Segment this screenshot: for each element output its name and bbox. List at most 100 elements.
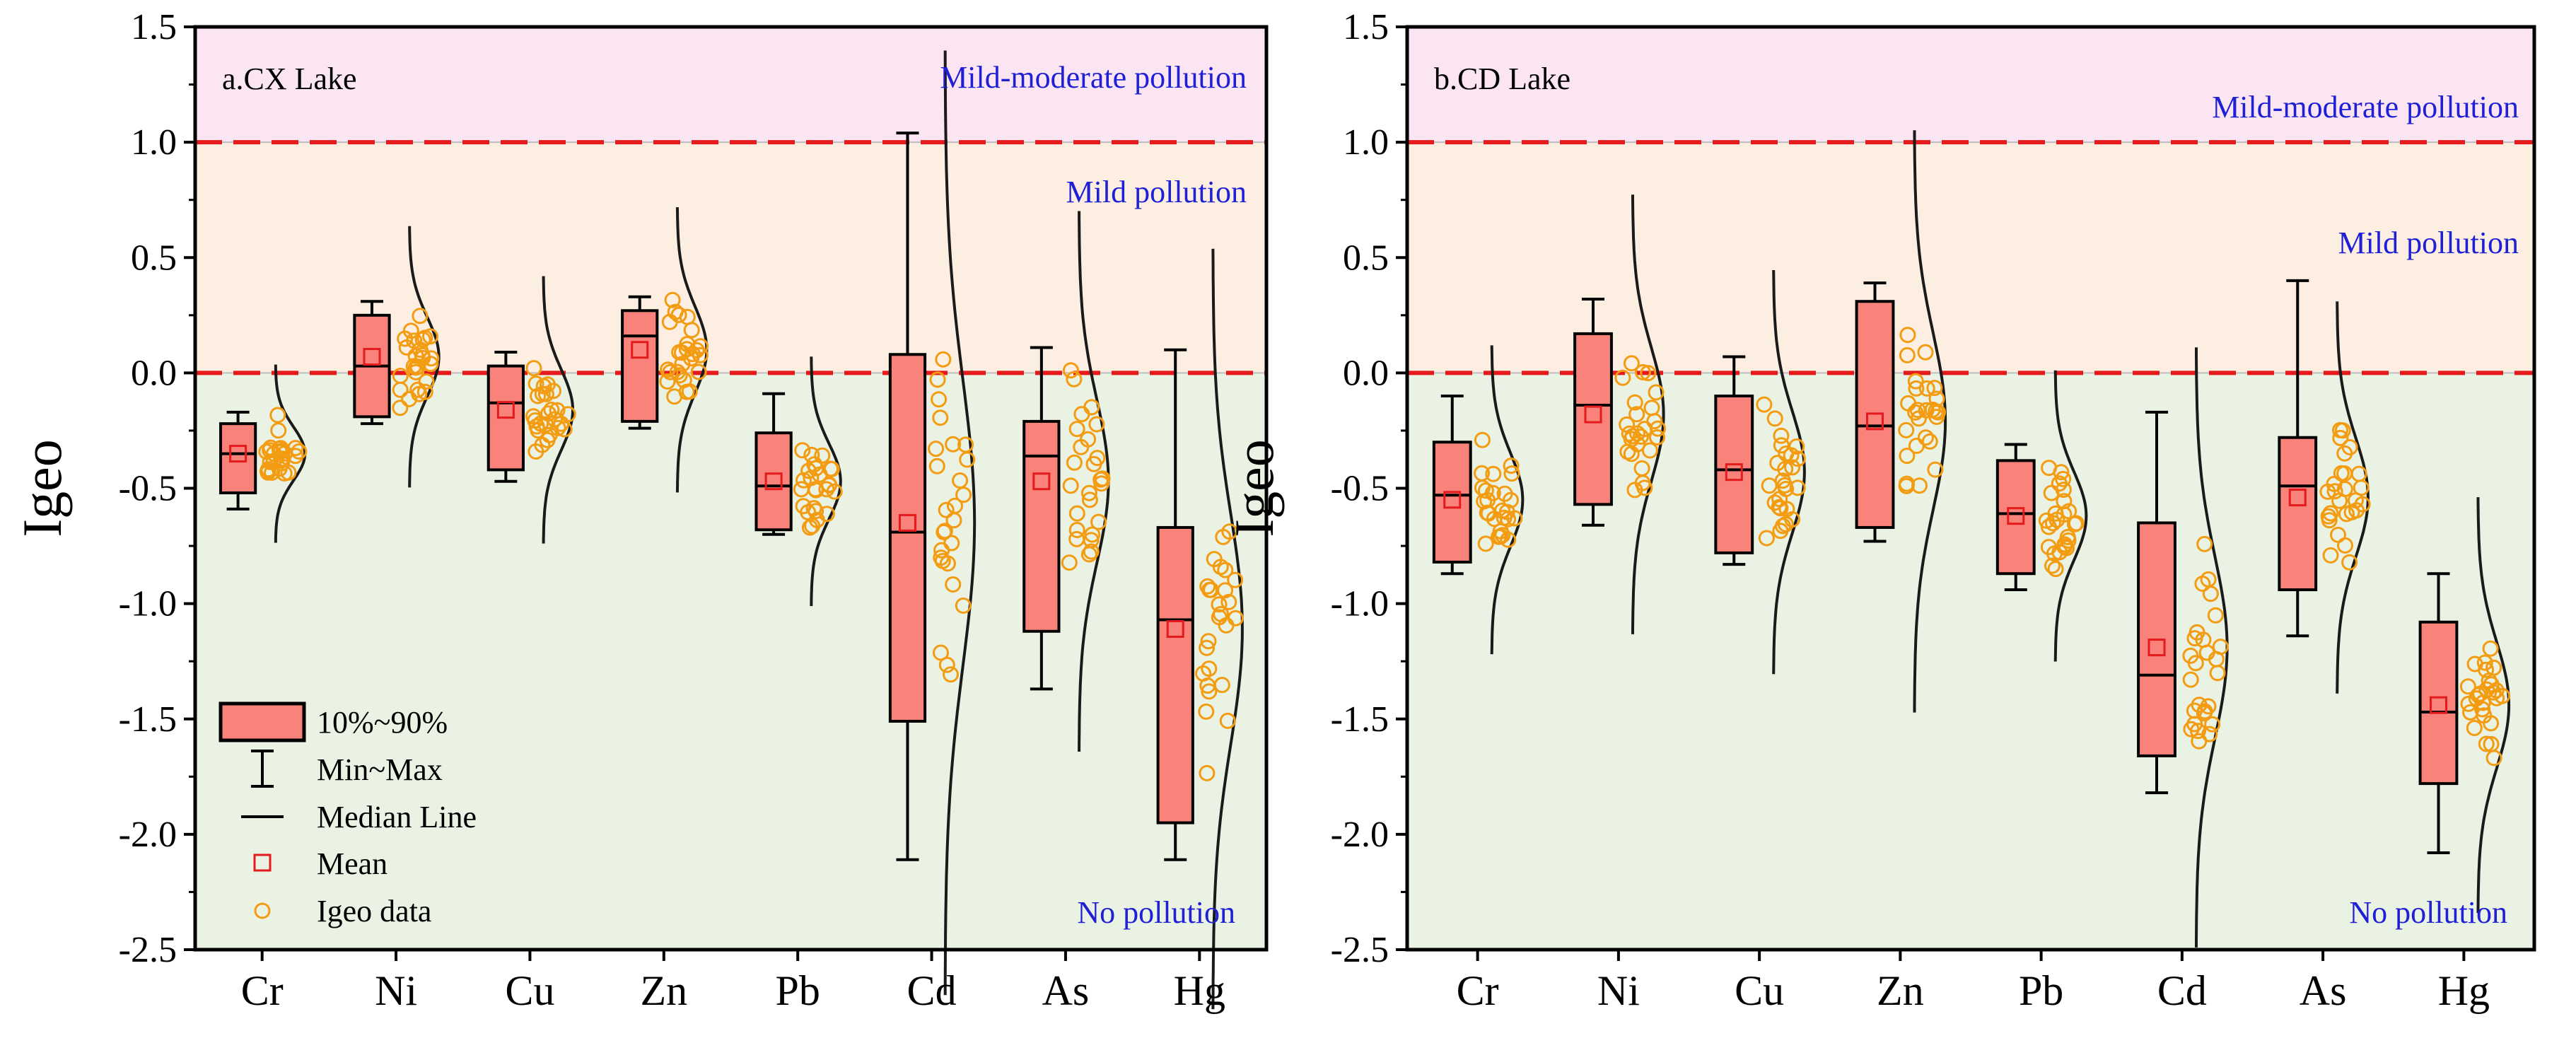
igeo-data-point (2066, 515, 2083, 532)
x-tick-label: Cd (907, 967, 957, 1014)
mean-marker (2147, 639, 2166, 657)
box-rect (2278, 436, 2318, 592)
igeo-data-point (803, 446, 820, 463)
igeo-data-point (2470, 687, 2487, 704)
igeo-data-point (1784, 459, 1801, 476)
igeo-data-point (823, 460, 840, 477)
igeo-data-point (2321, 512, 2338, 529)
igeo-data-point (2182, 671, 2199, 688)
box-group-zn (1855, 130, 1947, 713)
igeo-data-point (414, 331, 431, 348)
mean-marker (1443, 491, 1462, 509)
igeo-data-point (1083, 399, 1100, 416)
igeo-data-point (945, 512, 962, 529)
igeo-data-point (1090, 513, 1107, 530)
igeo-data-point (1930, 404, 1947, 421)
igeo-data-point (1227, 571, 1244, 588)
igeo-data-point (262, 453, 279, 470)
distribution-curve (2336, 301, 2370, 694)
box-rect (1995, 459, 2036, 576)
igeo-data-point (1201, 660, 1218, 677)
igeo-data-point (1080, 484, 1097, 501)
igeo-data-point (1062, 477, 1079, 494)
igeo-data-point (938, 501, 955, 518)
igeo-data-point (530, 422, 547, 439)
mean-marker (764, 472, 783, 491)
y-tick-label: -0.5 (1331, 469, 1389, 509)
zone-label-none: No pollution (1077, 895, 1235, 930)
igeo-data-point (1918, 380, 1935, 397)
legend-box-swatch (218, 701, 306, 742)
x-tick-label: Pb (776, 967, 820, 1014)
igeo-data-point (1506, 510, 1523, 527)
mean-marker (2007, 507, 2025, 525)
igeo-data-point (659, 373, 676, 390)
igeo-data-point (2196, 535, 2213, 552)
igeo-data-point (2322, 505, 2339, 522)
igeo-data-point (1761, 477, 1778, 494)
box-group-cd (2137, 347, 2229, 948)
igeo-data-point (2482, 640, 2499, 657)
zone-label-none: No pollution (2349, 895, 2507, 930)
mean-marker (1032, 472, 1051, 491)
panel-cd-lake: 1.5 1.0 0.5 0.0 -0.5 -1.0 -1.5 -2.0 -2.5 Cr Ni Cu Zn… (1223, 7, 2536, 1014)
igeo-data-point (929, 371, 946, 388)
igeo-data-point (945, 436, 962, 453)
box-group-pb (1995, 370, 2088, 662)
x-tick-label: Pb (2019, 967, 2063, 1014)
y-tick-label: -1.0 (119, 584, 177, 624)
igeo-data-point (1500, 531, 1517, 548)
mean-marker (1866, 412, 1884, 431)
distribution-curve (1772, 269, 1806, 675)
igeo-data-point (1062, 362, 1079, 379)
box-group-cr (218, 364, 308, 543)
legend-median-label: Median Line (317, 800, 477, 834)
panel-title: b.CD Lake (1434, 62, 1570, 96)
igeo-data-point (540, 405, 557, 422)
x-tick-label: As (2300, 967, 2347, 1014)
y-tick-label: 1.5 (131, 7, 177, 47)
igeo-data-point (1491, 528, 1507, 545)
igeo-data-point (2055, 482, 2072, 499)
igeo-data-point (1474, 431, 1491, 448)
igeo-data-point (2341, 554, 2358, 571)
igeo-data-point (2459, 678, 2476, 695)
igeo-data-point (276, 465, 293, 482)
igeo-data-point (543, 402, 560, 418)
mean-marker (363, 348, 381, 366)
igeo-data-point (1648, 384, 1665, 401)
mean-marker (1584, 405, 1602, 424)
y-axis-label: Igeo (11, 439, 73, 537)
igeo-data-point (1085, 455, 1102, 472)
igeo-data-point (2348, 502, 2365, 519)
box-rect (2418, 620, 2459, 786)
igeo-data-point (1926, 380, 1943, 397)
igeo-data-point (2338, 506, 2355, 523)
igeo-data-point (1092, 471, 1109, 488)
igeo-data-point (2485, 684, 2502, 701)
igeo-data-point (525, 408, 542, 425)
igeo-data-point (556, 421, 573, 438)
igeo-data-point (1614, 369, 1631, 386)
igeo-data-point (392, 381, 409, 398)
igeo-data-point (416, 383, 433, 400)
igeo-data-point (1198, 703, 1215, 720)
mean-marker (898, 513, 916, 532)
y-tick-label: 1.5 (1343, 7, 1389, 47)
box-group-ni (353, 226, 441, 488)
box-rect (621, 309, 659, 423)
igeo-data-point (1068, 522, 1085, 538)
box-rect (218, 422, 257, 495)
mean-marker (1166, 620, 1184, 639)
box-group-zn (621, 207, 709, 493)
y-tick-label: 1.0 (131, 122, 177, 163)
igeo-data-point (1911, 410, 1927, 427)
igeo-data-point (2322, 547, 2339, 564)
igeo-data-point (1636, 479, 1653, 496)
igeo-data-point (935, 351, 952, 368)
igeo-data-point (412, 308, 429, 325)
igeo-data-point (2207, 607, 2224, 624)
igeo-data-point (2330, 526, 2346, 543)
y-tick-label: 0.0 (1343, 353, 1389, 393)
igeo-data-point (933, 644, 949, 661)
